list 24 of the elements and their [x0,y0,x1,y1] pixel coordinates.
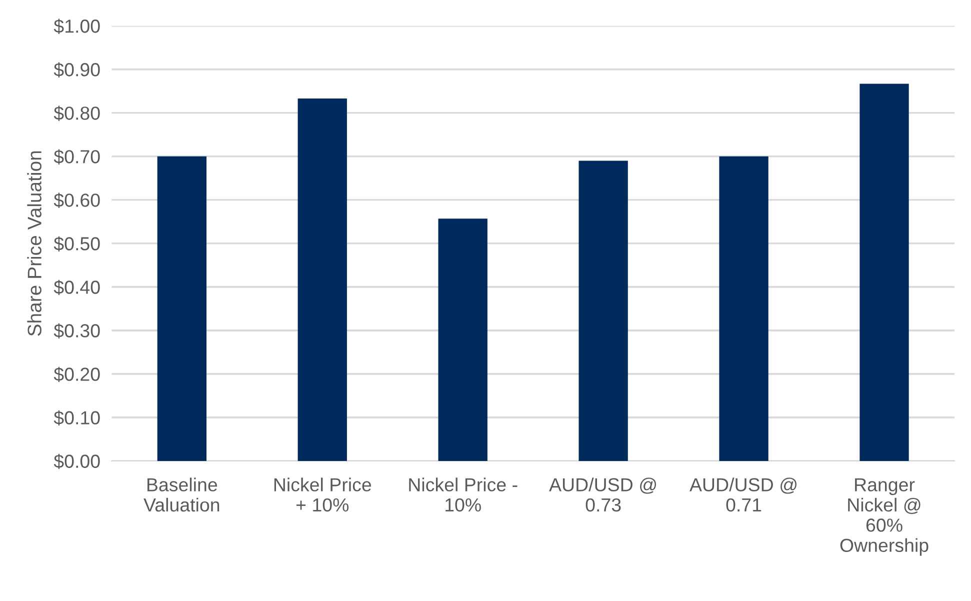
bar [860,84,909,461]
x-tick-label: Ranger Nickel @ 60% Ownership [840,478,928,556]
y-tick-label: $1.00 [54,18,100,34]
y-tick-label: $0.80 [54,106,100,121]
bar [719,156,768,461]
x-tick-label: Nickel Price + 10% [274,478,372,512]
bar [578,160,628,461]
y-tick-label: $0.70 [54,149,100,164]
y-tick-label: $0.90 [54,62,100,78]
x-tick-label: AUD/USD @ 0.71 [690,478,796,512]
y-tick-label: $0.10 [54,410,100,426]
y-tick-label: $0.20 [54,366,100,382]
x-tick-label: AUD/USD @ 0.73 [549,478,656,512]
bar [298,98,347,461]
y-tick-label: $0.50 [54,236,100,252]
y-tick-label: $0.00 [54,454,100,470]
y-tick-label: $0.60 [54,192,100,208]
bar [157,156,206,461]
y-tick-label: $0.40 [54,280,100,296]
bar [438,218,488,461]
y-tick-label: $0.30 [54,323,100,339]
x-tick-label: Nickel Price - 10% [409,478,518,512]
y-axis-title: Share Price Valuation [27,151,42,336]
x-tick-label: Baseline Valuation [144,478,220,512]
